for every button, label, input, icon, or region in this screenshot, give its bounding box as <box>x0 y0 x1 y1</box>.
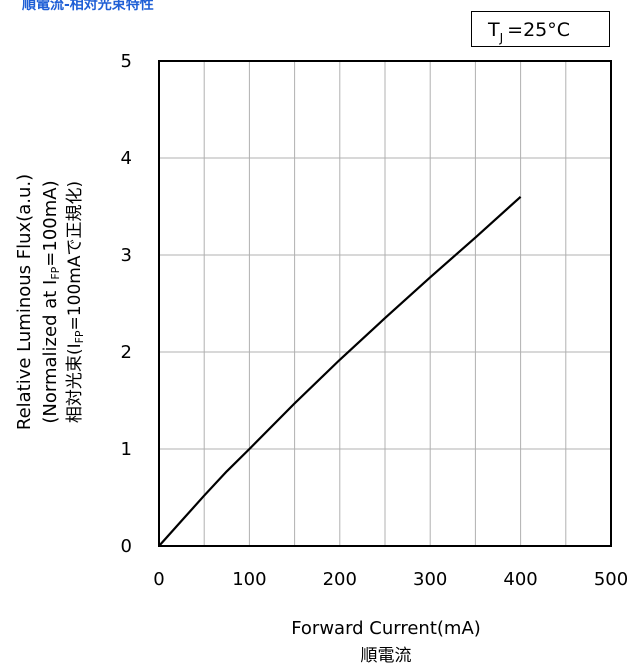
series-line <box>158 195 522 547</box>
y-tick-label: 4 <box>121 148 132 169</box>
y-tick-labels: 0 1 2 3 4 5 <box>121 51 132 557</box>
y-tick-label: 1 <box>121 439 132 460</box>
condition-prefix: T <box>488 19 500 41</box>
x-axis-title: Forward Current(mA) <box>291 618 481 639</box>
y-axis-title-jp: 相対光束(IFP=100mAで正規化) <box>65 181 86 423</box>
y-axis-title: Relative Luminous Flux(a.u.) <box>14 174 35 430</box>
x-tick-labels: 0 100 200 300 400 500 <box>153 569 628 590</box>
y-axis-title-line2-a: (Normalized at I <box>40 280 61 424</box>
y-axis-title-line1: Relative Luminous Flux(a.u.) <box>14 174 35 430</box>
x-axis-title-jp: 順電流 <box>361 646 412 663</box>
y-axis-title-line3: 相対光束(IFP=100mAで正規化) <box>65 181 86 423</box>
series-group <box>158 195 522 547</box>
x-tick-label: 200 <box>323 569 357 590</box>
x-tick-label: 0 <box>153 569 164 590</box>
y-tick-label: 2 <box>121 342 132 363</box>
condition-value: =25°C <box>507 19 571 41</box>
grid <box>159 61 611 546</box>
y-axis-subtitle: (Normalized at IFP=100mA) <box>40 180 62 423</box>
y-axis-title-line3-a: 相対光束(I <box>65 343 85 423</box>
x-tick-label: 400 <box>503 569 537 590</box>
y-axis-title-line2: (Normalized at IFP=100mA) <box>40 180 62 423</box>
y-axis-title-line3-sub: FP <box>73 330 86 343</box>
y-tick-label: 3 <box>121 245 132 266</box>
page-title: 順電流-相対光束特性 <box>22 0 154 13</box>
y-tick-label: 0 <box>121 536 132 557</box>
y-axis-title-line3-b: =100mAで正規化) <box>65 181 85 331</box>
y-axis-title-line2-b: =100mA) <box>40 180 61 266</box>
condition-label: TJ =25°C <box>471 11 610 47</box>
x-tick-label: 300 <box>413 569 447 590</box>
y-axis-title-line2-sub: FP <box>49 266 62 279</box>
x-tick-label: 100 <box>232 569 266 590</box>
y-tick-label: 5 <box>121 51 132 72</box>
condition-subscript: J <box>499 31 504 45</box>
plot-frame <box>158 60 612 547</box>
x-tick-label: 500 <box>594 569 628 590</box>
